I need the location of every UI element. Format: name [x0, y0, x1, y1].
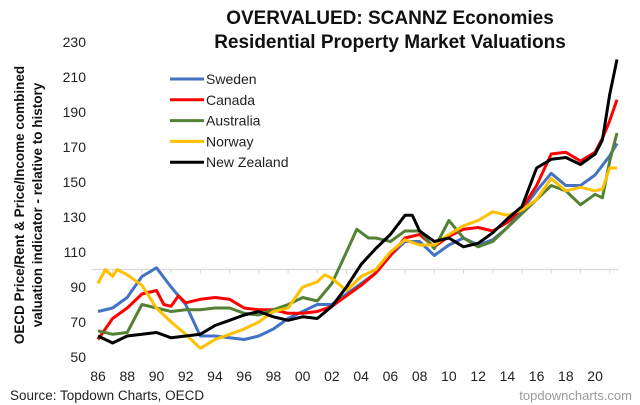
y-tick-label: 190 [63, 104, 87, 120]
y-tick-label: 210 [63, 69, 87, 85]
y-tick-label: 150 [63, 174, 87, 190]
watermark: topdowncharts.com [519, 388, 632, 403]
series-line-norway [96, 166, 617, 350]
series-line-canada [96, 99, 619, 341]
x-tick-label: 00 [295, 368, 311, 384]
y-tick-label: 90 [70, 279, 86, 295]
legend-label: Sweden [206, 71, 257, 87]
x-tick-label: 18 [558, 368, 574, 384]
x-tick-label: 16 [529, 368, 545, 384]
chart-title-line-1: OVERVALUED: SCANNZ Economies [226, 8, 554, 29]
x-tick-label: 96 [236, 368, 252, 384]
y-tick-label: 130 [63, 209, 87, 225]
y-tick-label: 230 [63, 34, 87, 50]
series-line-australia [97, 132, 619, 336]
y-tick-label: 110 [64, 244, 87, 260]
x-tick-label: 98 [266, 368, 282, 384]
x-tick-label: 20 [587, 368, 603, 384]
legend-label: New Zealand [206, 154, 289, 170]
y-tick-label: 50 [70, 349, 86, 365]
x-tick-label: 88 [119, 368, 135, 384]
x-tick-label: 12 [470, 368, 486, 384]
y-axis-label-line-1: OECD Price/Rent & Price/Income combined [12, 66, 27, 344]
legend-label: Canada [206, 92, 255, 108]
x-tick-label: 94 [207, 368, 223, 384]
x-tick-label: 14 [500, 368, 516, 384]
legend-label: Norway [206, 133, 253, 149]
chart-title-line-2: Residential Property Market Valuations [214, 32, 566, 53]
y-tick-label: 70 [70, 314, 86, 330]
y-axis-label-line-2: valuation indicator - relative to histor… [30, 82, 45, 327]
x-tick-label: 10 [441, 368, 457, 384]
series-line-new-zealand [97, 59, 619, 345]
legend-label: Australia [206, 113, 261, 129]
source-note: Source: Topdown Charts, OECD [10, 388, 204, 403]
x-tick-label: 06 [383, 368, 399, 384]
x-tick-label: 08 [412, 368, 428, 384]
x-tick-label: 92 [178, 368, 194, 384]
x-tick-label: 90 [149, 368, 165, 384]
x-tick-label: 02 [324, 368, 340, 384]
x-tick-label: 04 [353, 368, 369, 384]
x-tick-label: 86 [90, 368, 106, 384]
y-tick-label: 170 [63, 139, 87, 155]
